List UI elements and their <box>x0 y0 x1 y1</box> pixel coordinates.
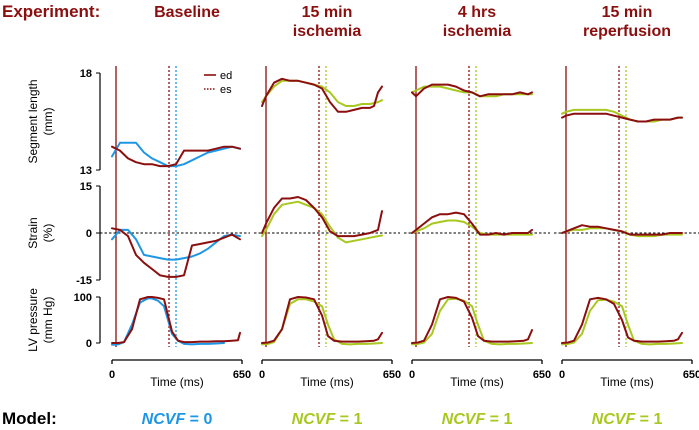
x-axes: 0 650 Time (ms) 0 650 Time (ms) 0 650 Time (ms) 0… <box>109 360 699 389</box>
row-2-tick-3: -15 <box>76 275 92 287</box>
model-label: Model: <box>2 409 57 428</box>
row-3-ylabel-line-1: LV pressure <box>26 288 40 352</box>
legend: ed es <box>204 70 232 96</box>
panel-3-model-label: NCVF = 1 <box>442 411 513 428</box>
legend-es-label: es <box>220 84 232 96</box>
panel-1 <box>100 66 250 347</box>
panel-2-x-tick-label-end: 650 <box>383 369 401 381</box>
panel-title-2-line-1: 15 min <box>302 4 353 21</box>
row-1-tick-2: 13 <box>80 165 92 177</box>
panel-1-pressure-model-line <box>112 298 224 344</box>
panel-2-segment-length-model-line <box>262 81 382 106</box>
panel-4-x-tick-label-start: 0 <box>559 369 565 381</box>
panel-2-strain-experiment-line <box>262 197 382 236</box>
panel-title-4-line-1: 15 min <box>602 4 653 21</box>
panel-4 <box>554 66 699 347</box>
panel-title-1-line-1: Baseline <box>154 4 220 21</box>
panel-4-model-label-var: NCVF <box>592 411 640 428</box>
panel-2-pressure-experiment-line <box>262 297 382 343</box>
row-3-tick-1: 100 <box>74 292 92 304</box>
panel-2-pressure-model-line <box>262 299 382 344</box>
panel-1-model-label-var: NCVF <box>142 411 190 428</box>
panel-2-model-label-value: = 1 <box>340 411 363 428</box>
panel-2-strain-model-line <box>262 202 382 243</box>
panel-2-model-label-var: NCVF <box>292 411 340 428</box>
row-1-ylabel-line-2: (mm) <box>41 108 55 136</box>
row-2-ylabel-line-1: Strain <box>26 217 40 248</box>
row-2-tick-1: 15 <box>80 181 92 193</box>
panel-3-strain-experiment-line <box>412 213 532 235</box>
panel-1-x-tick-label-start: 0 <box>109 369 115 381</box>
legend-ed-label: ed <box>220 70 232 82</box>
row-1-tick-1: 18 <box>80 68 92 80</box>
panel-2-x-label: Time (ms) <box>300 375 354 389</box>
row-labels: Segment length (mm) 18 13 Strain (%) 15 0 -15 LV … <box>26 68 100 352</box>
panel-title-3-line-1: 4 hrs <box>458 4 496 21</box>
panel-3-x-tick-label-start: 0 <box>409 369 415 381</box>
row-2-tick-2: 0 <box>86 228 92 240</box>
panel-title-4-line-2: reperfusion <box>583 23 671 40</box>
panel-1-model-label-value: = 0 <box>190 411 213 428</box>
panel-2-segment-length-experiment-line <box>262 79 382 112</box>
panel-3-x-label: Time (ms) <box>450 375 504 389</box>
row-1-ylabel-line-1: Segment length <box>26 79 40 163</box>
panel-3-segment-length-experiment-line <box>412 85 532 97</box>
row-3-tick-2: 0 <box>86 338 92 350</box>
panel-2 <box>254 66 400 347</box>
panel-4-model-label: NCVF = 1 <box>592 411 663 428</box>
experiment-label: Experiment: <box>2 2 100 21</box>
model-labels: NCVF = 0 NCVF = 1 NCVF = 1 NCVF = 1 <box>142 411 663 428</box>
panels <box>100 66 699 347</box>
panel-3-x-tick-label-end: 650 <box>533 369 551 381</box>
panel-4-model-label-value: = 1 <box>640 411 663 428</box>
panel-3-pressure-model-line <box>412 299 532 345</box>
panel-1-model-label: NCVF = 0 <box>142 411 213 428</box>
row-2-ylabel-line-2: (%) <box>41 224 55 243</box>
panel-1-x-tick-label-end: 650 <box>233 369 251 381</box>
panel-3-model-label-var: NCVF <box>442 411 490 428</box>
row-3-ylabel-line-2: (mm Hg) <box>41 297 55 344</box>
panel-titles: Baseline 15 min ischemia 4 hrs ischemia 15 mi… <box>154 4 671 40</box>
panel-4-x-label: Time (ms) <box>600 375 654 389</box>
panel-3 <box>404 66 550 347</box>
panel-2-x-tick-label-start: 0 <box>259 369 265 381</box>
panel-1-x-label: Time (ms) <box>150 375 204 389</box>
panel-2-model-label: NCVF = 1 <box>292 411 363 428</box>
panel-4-x-tick-label-end: 650 <box>683 369 699 381</box>
panel-title-3-line-2: ischemia <box>443 23 512 40</box>
panel-3-model-label-value: = 1 <box>490 411 513 428</box>
panel-title-2-line-2: ischemia <box>293 23 362 40</box>
figure-canvas: Experiment: Baseline 15 min ischemia 4 hrs i… <box>0 0 699 430</box>
